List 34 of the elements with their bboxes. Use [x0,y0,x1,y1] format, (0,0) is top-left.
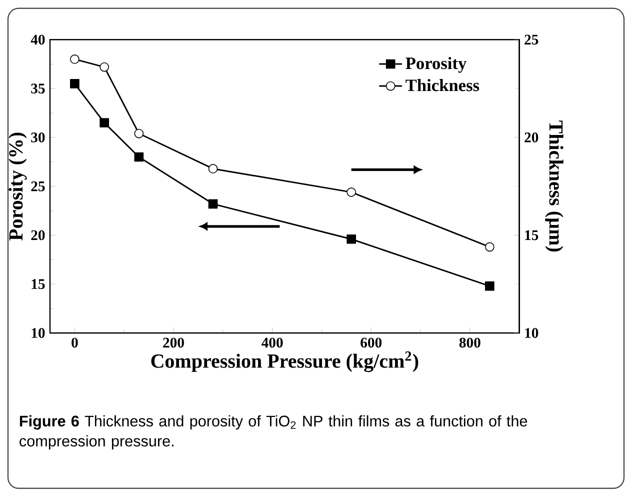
x-tick-label: 0 [72,338,78,348]
point [485,242,494,252]
point [100,62,110,72]
point [70,78,80,88]
y-tick-label: 40 [30,34,45,45]
y-tick-label: 15 [32,279,45,290]
x-axis-title: Compression Pressure (kg/cm$^{2}$) [151,351,418,372]
point [134,152,144,162]
point [208,164,218,174]
legend-label: Thickness [406,79,480,92]
y-axis-title: Porosity (%) [8,132,27,241]
point [100,118,110,128]
point [346,188,356,197]
point [346,234,356,244]
y-tick-label: 30 [31,132,45,142]
y2-axis-title: Thickness (µm) [545,120,564,252]
y2-tick-label: 10 [525,328,538,338]
y2-tick-label: 15 [525,230,538,240]
text: Figure 6 Thickness and porosity of TiO$_{2}$ NP thin films as a function of the compression pressure. [20,415,528,450]
legend-label: Porosity [406,56,466,73]
x-tick-label: 800 [459,338,480,348]
y2-tick-label: 20 [524,132,538,142]
point [208,199,218,209]
x-tick-label: 400 [262,338,283,348]
point [70,54,80,64]
point [134,128,144,138]
x-tick-label: 600 [360,338,382,348]
y-tick-label: 25 [31,181,45,192]
y-tick-label: 35 [31,84,45,94]
point [485,281,494,291]
x-tick-label: 200 [163,338,184,348]
y-tick-label: 20 [31,230,45,240]
y-tick-label: 10 [32,328,45,338]
y2-tick-label: 25 [524,34,538,45]
